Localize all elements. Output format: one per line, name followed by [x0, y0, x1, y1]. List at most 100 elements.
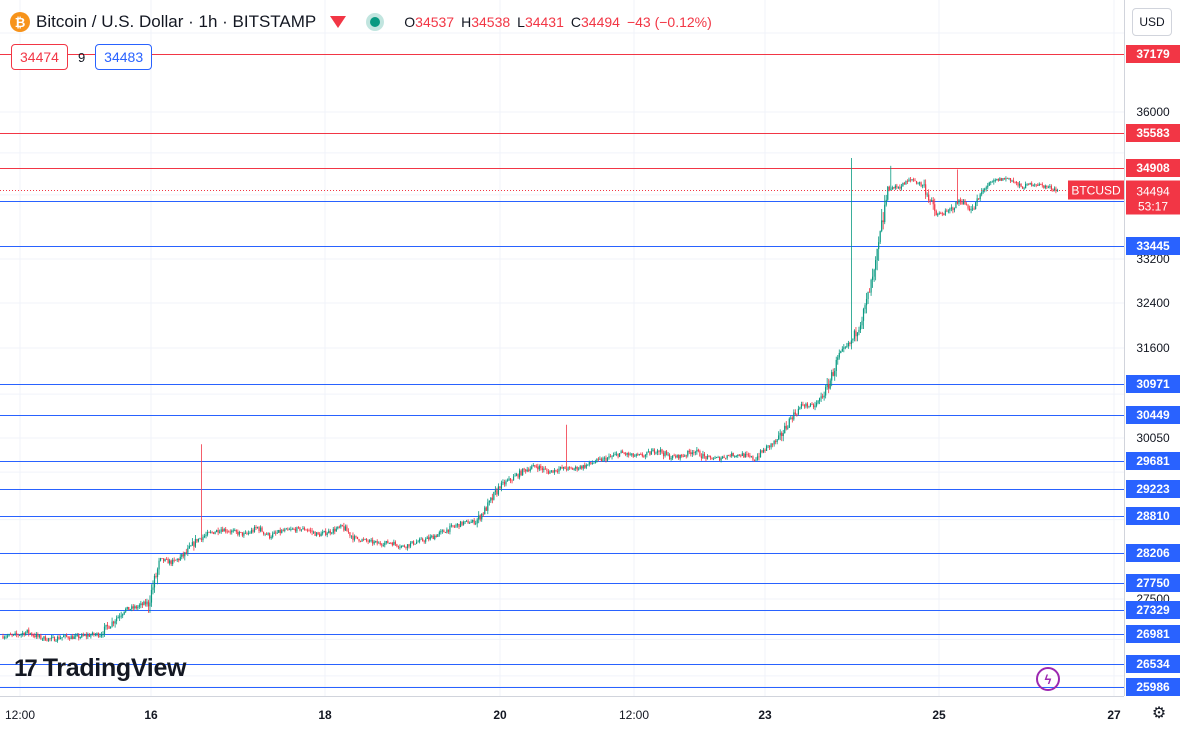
candle-body	[978, 198, 980, 200]
candle	[196, 538, 198, 543]
candle-body	[494, 490, 496, 492]
candle-body	[25, 632, 27, 636]
candle-body	[400, 545, 403, 548]
candle-body	[700, 456, 703, 458]
candle-body	[255, 526, 257, 528]
candle	[797, 405, 799, 416]
tradingview-logo[interactable]: 17 TradingView	[14, 654, 187, 683]
candle	[449, 523, 451, 535]
candle	[731, 451, 733, 458]
candle	[840, 350, 842, 354]
candle-body	[220, 529, 222, 532]
candle-body	[29, 633, 31, 635]
candle	[188, 542, 190, 549]
currency-button[interactable]: USD	[1132, 8, 1172, 36]
candle	[32, 633, 34, 638]
candle	[541, 465, 543, 473]
candle	[878, 236, 880, 261]
candle-body	[762, 449, 765, 453]
candle	[859, 321, 862, 333]
price-scale-labels: 3600033200324003160030050275003717935583…	[1126, 45, 1180, 696]
time-scale[interactable]: 12:00 16 18 20 12:00 23 25 27	[0, 696, 1124, 731]
candle-body	[955, 201, 957, 209]
candle-body	[284, 529, 286, 531]
candle	[123, 611, 125, 616]
candle-body	[587, 464, 589, 466]
candle-body	[738, 454, 740, 456]
price-scale[interactable]: 36000 33200 32400 31600 30050 27500 37179 35583…	[1124, 0, 1180, 696]
candle	[191, 538, 193, 546]
candle-body	[408, 544, 410, 547]
candle	[267, 532, 269, 536]
candle-body	[972, 208, 974, 210]
candle-body	[8, 634, 10, 636]
buy-price-button[interactable]: 34483	[95, 44, 153, 70]
candle	[490, 497, 492, 503]
candle-body	[699, 451, 701, 457]
price-chart[interactable]: BTCUSD	[0, 0, 1124, 696]
candle	[782, 429, 784, 442]
candle-body	[885, 199, 887, 205]
settings-gear-icon[interactable]: ⚙	[1151, 705, 1167, 722]
candle-body	[308, 530, 310, 532]
candle	[1040, 183, 1042, 186]
candle-body	[732, 453, 734, 457]
candle	[650, 448, 653, 455]
candle	[1044, 184, 1046, 190]
candle-body	[597, 458, 599, 460]
candle	[223, 527, 225, 532]
candle-body	[987, 185, 989, 188]
candle-body	[473, 520, 475, 524]
candle	[193, 540, 195, 551]
candle	[1050, 184, 1052, 192]
market-status-icon[interactable]	[370, 17, 381, 27]
candle	[190, 544, 192, 547]
sell-price-button[interactable]: 34474	[11, 44, 68, 70]
candle-body	[573, 468, 575, 470]
candle	[100, 631, 103, 638]
candle-body	[1037, 185, 1039, 186]
candle	[287, 527, 289, 531]
candle-body	[202, 537, 204, 541]
candle-body	[178, 558, 180, 561]
candle	[264, 533, 266, 537]
candle	[111, 617, 113, 628]
candle	[773, 440, 775, 447]
candle	[573, 467, 575, 471]
candle	[212, 532, 215, 535]
candle-body	[335, 528, 337, 532]
candle-body	[50, 637, 53, 639]
candle-body	[576, 466, 578, 470]
candle-body	[417, 541, 419, 543]
candle-body	[734, 456, 736, 457]
candle-body	[122, 614, 124, 616]
close-value: 34494	[581, 14, 620, 30]
candle-body	[612, 455, 615, 457]
candle-body	[117, 616, 119, 619]
candle-body	[879, 231, 881, 243]
candle-body	[131, 606, 133, 610]
candle	[981, 188, 983, 197]
candle	[575, 465, 577, 471]
candle	[394, 540, 396, 546]
candle-body	[493, 491, 495, 500]
candle	[109, 626, 112, 629]
chart-pane[interactable]: BTCUSD ₿ Bitcoin / U.S. Dollar · 1h · BI…	[0, 0, 1124, 696]
candle	[108, 625, 110, 629]
symbol-title[interactable]: Bitcoin / U.S. Dollar · 1h · BITSTAMP	[36, 12, 317, 31]
candle-body	[226, 531, 228, 533]
replay-icon[interactable]: ϟ	[1036, 667, 1060, 691]
candle	[358, 538, 360, 543]
candle-body	[369, 540, 371, 542]
candle-body	[561, 466, 563, 469]
candle	[550, 470, 553, 473]
alert-icon[interactable]	[330, 16, 347, 28]
candle	[419, 537, 421, 544]
candle-body	[714, 457, 716, 459]
support-level-tag: 30971	[1126, 375, 1180, 393]
candle-body	[2, 636, 4, 639]
candle	[661, 448, 663, 455]
candle	[341, 524, 343, 527]
candle	[1034, 183, 1036, 187]
candle	[659, 447, 662, 455]
